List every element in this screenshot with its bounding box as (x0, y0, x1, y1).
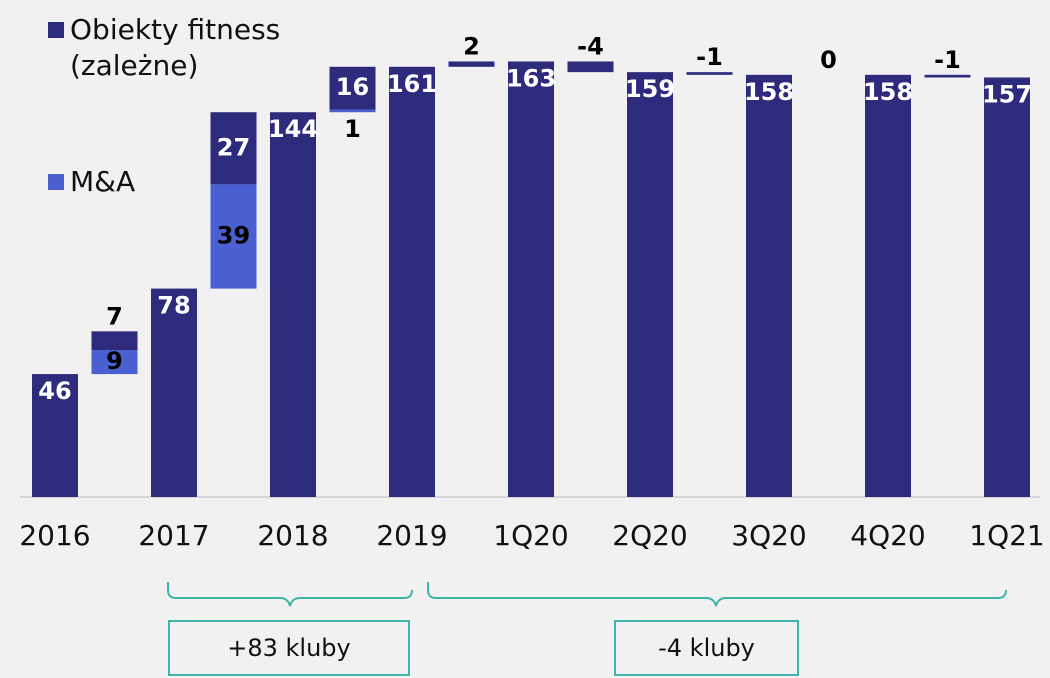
data-label: 161 (387, 70, 437, 98)
bar-segment (329, 109, 376, 113)
legend-swatch (48, 174, 64, 190)
data-label: -4 (577, 32, 604, 60)
x-tick-label: 1Q20 (493, 519, 568, 552)
x-tick-label: 2019 (376, 519, 447, 552)
legend-label: Obiekty fitness (zależne) (70, 13, 281, 82)
data-label: 1 (344, 115, 361, 143)
bar-segment (567, 61, 614, 73)
bar (627, 72, 673, 497)
data-label: 27 (217, 133, 250, 161)
bracket (167, 582, 413, 607)
bar-segment (91, 331, 138, 351)
data-label: 158 (744, 78, 794, 106)
x-tick-label: 1Q21 (969, 519, 1044, 552)
annotation: -4 kluby (614, 620, 799, 676)
bar-segment (686, 72, 733, 75)
x-tick-label: 4Q20 (850, 519, 925, 552)
bar-segment (924, 74, 971, 78)
bracket (427, 582, 1007, 607)
data-label: 78 (157, 292, 190, 320)
data-label: 158 (863, 78, 913, 106)
x-tick-label: 2Q20 (612, 519, 687, 552)
data-label: 16 (336, 73, 369, 101)
data-label: 7 (106, 302, 123, 330)
legend-label: M&A (70, 165, 136, 198)
annotation: +83 kluby (168, 620, 410, 676)
x-tick-label: 2018 (257, 519, 328, 552)
bar (151, 288, 197, 497)
data-label: 9 (106, 347, 123, 375)
data-label: -1 (934, 46, 961, 74)
bar (270, 112, 316, 498)
bar (508, 61, 554, 497)
bar (389, 66, 435, 497)
data-label: 0 (820, 46, 837, 74)
bar (984, 77, 1030, 497)
bar (865, 74, 911, 498)
bar-segment (91, 350, 138, 375)
data-label: 2 (463, 32, 480, 60)
data-label: 157 (982, 80, 1032, 108)
x-tick-label: 2017 (138, 519, 209, 552)
legend-swatch (48, 22, 64, 38)
x-tick-label: 2016 (19, 519, 90, 552)
bar (746, 74, 792, 498)
bar-segment (329, 66, 376, 110)
data-label: 144 (268, 115, 318, 143)
bar-segment (210, 184, 257, 289)
data-label: -1 (696, 43, 723, 71)
bar (32, 374, 78, 497)
data-label: 39 (217, 221, 250, 249)
bar-segment (448, 61, 495, 67)
data-label: 159 (625, 75, 675, 103)
data-label: 163 (506, 64, 556, 92)
x-tick-label: 3Q20 (731, 519, 806, 552)
data-label: 46 (38, 377, 71, 405)
bar-segment (210, 112, 257, 185)
